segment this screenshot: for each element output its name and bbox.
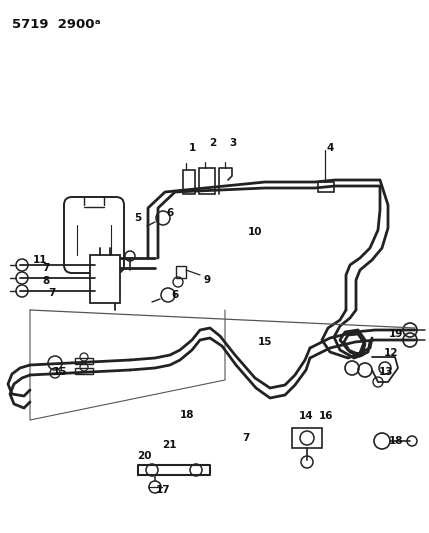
Text: 16: 16: [319, 411, 333, 421]
Text: 7: 7: [42, 263, 50, 273]
Text: 21: 21: [162, 440, 176, 450]
Text: 15: 15: [53, 367, 67, 377]
Bar: [75, 358, 93, 364]
Text: 17: 17: [156, 485, 170, 495]
FancyBboxPatch shape: [64, 197, 124, 273]
Text: 15: 15: [258, 337, 272, 347]
Text: 20: 20: [137, 451, 151, 461]
Text: 3: 3: [230, 138, 237, 148]
Bar: [292, 428, 322, 448]
Text: 2: 2: [209, 138, 217, 148]
Bar: [199, 168, 215, 194]
Text: 8: 8: [42, 276, 50, 286]
Text: 4: 4: [326, 143, 334, 153]
Text: 5719  2900ᵃ: 5719 2900ᵃ: [12, 18, 101, 31]
Bar: [176, 266, 186, 278]
Text: 6: 6: [166, 208, 174, 218]
Text: 13: 13: [379, 367, 393, 377]
Text: 6: 6: [171, 290, 178, 300]
Text: 11: 11: [33, 255, 47, 265]
Bar: [90, 255, 120, 303]
Text: 18: 18: [180, 410, 194, 420]
Bar: [318, 182, 334, 192]
Text: 1: 1: [188, 143, 196, 153]
Text: 5: 5: [134, 213, 142, 223]
Bar: [75, 368, 93, 374]
Text: 7: 7: [242, 433, 250, 443]
Text: 14: 14: [299, 411, 313, 421]
Text: 9: 9: [203, 275, 211, 285]
Text: 18: 18: [389, 436, 403, 446]
Text: 12: 12: [384, 348, 398, 358]
Text: 10: 10: [248, 227, 262, 237]
Bar: [183, 170, 195, 194]
Text: 19: 19: [389, 329, 403, 339]
Text: 7: 7: [48, 288, 56, 298]
